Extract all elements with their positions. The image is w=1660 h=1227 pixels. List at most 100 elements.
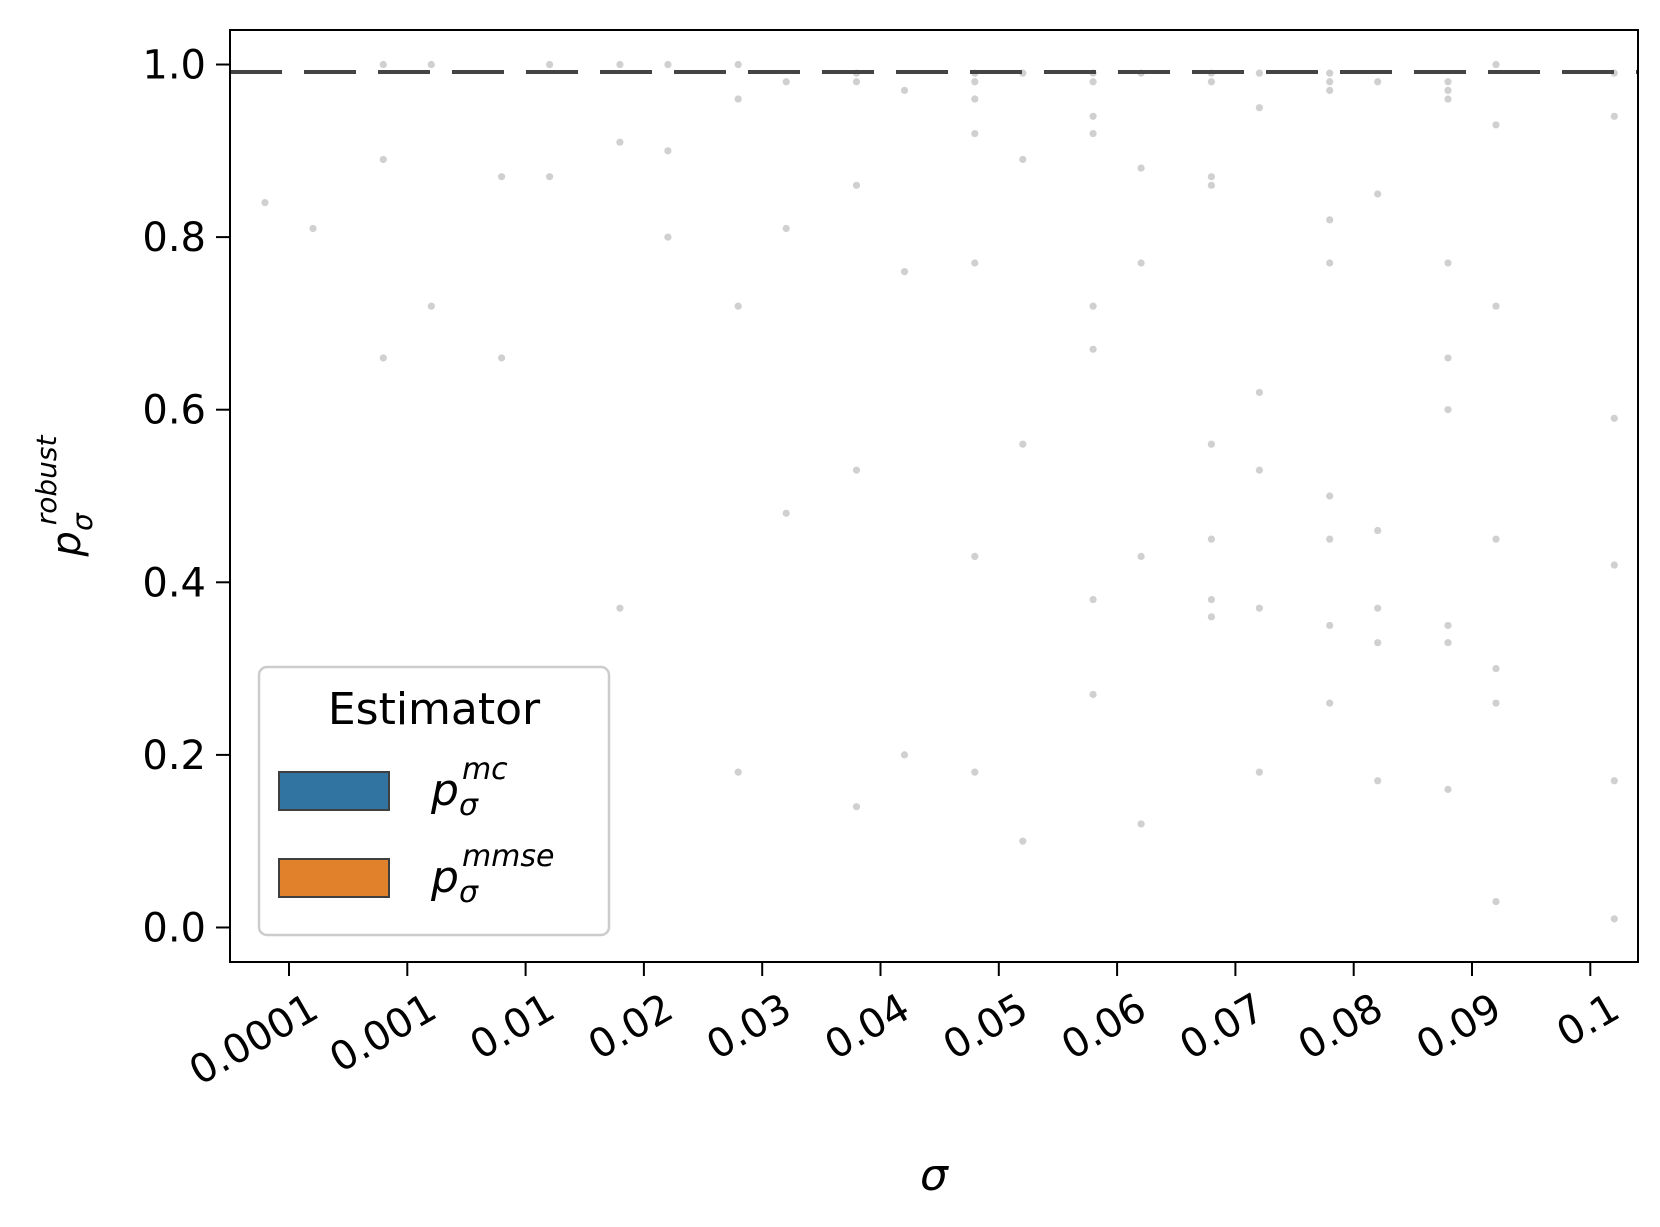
point-mmse-6 [664, 147, 672, 155]
point-mc-46 [1326, 216, 1334, 224]
point-mc-30 [1089, 112, 1097, 120]
point-mc-36 [1207, 440, 1215, 448]
point-mc-13 [852, 803, 861, 811]
x-tick-label-0: 0.0001 [182, 985, 326, 1095]
point-mc-16 [852, 78, 861, 86]
point-mmse-4 [546, 60, 554, 69]
x-axis-label: σ [920, 1150, 949, 1201]
point-mc-39 [1207, 78, 1215, 86]
point-mc-7 [616, 138, 624, 146]
y-tick-label-2: 0.4 [142, 560, 206, 606]
point-mc-27 [1089, 345, 1097, 353]
x-tick-label-10: 0.09 [1409, 985, 1509, 1069]
point-mmse-32 [1374, 526, 1382, 535]
point-mc-20 [971, 259, 979, 267]
point-mc-49 [1326, 69, 1334, 77]
point-mmse-7 [664, 60, 672, 69]
point-mc-12 [734, 60, 742, 69]
point-mmse-41 [1492, 60, 1500, 69]
point-mmse-40 [1492, 121, 1500, 129]
point-mmse-10 [782, 78, 790, 86]
point-mc-9 [734, 768, 742, 776]
point-mmse-8 [782, 509, 790, 517]
point-mmse-33 [1374, 190, 1382, 198]
point-mmse-12 [900, 268, 909, 276]
point-mmse-46 [1610, 112, 1618, 120]
point-mc-6 [616, 604, 624, 612]
point-mc-45 [1326, 259, 1334, 267]
x-tick-label-3: 0.02 [581, 985, 681, 1069]
point-mmse-42 [1610, 915, 1618, 923]
point-mmse-16 [1019, 155, 1027, 164]
point-mc-28 [1089, 302, 1097, 310]
y-tick-label-1: 0.2 [142, 733, 206, 779]
x-tick-label-4: 0.03 [699, 985, 799, 1069]
point-mmse-1 [427, 302, 435, 310]
point-mmse-28 [1255, 69, 1263, 77]
point-mc-56 [1444, 95, 1452, 103]
point-mmse-43 [1610, 777, 1618, 785]
point-mmse-35 [1492, 897, 1500, 906]
point-mmse-21 [1137, 164, 1145, 172]
point-mmse-20 [1137, 259, 1145, 267]
point-mmse-11 [900, 751, 909, 759]
point-mmse-27 [1255, 104, 1263, 112]
point-mmse-39 [1492, 302, 1500, 310]
legend-entry-mmse: pσmmse [430, 839, 555, 910]
x-tick-label-7: 0.06 [1054, 985, 1154, 1069]
point-mmse-31 [1374, 604, 1382, 612]
point-mc-3 [379, 60, 387, 69]
point-mmse-9 [782, 224, 790, 233]
point-mc-54 [1444, 354, 1452, 362]
point-mmse-13 [900, 86, 909, 95]
point-mc-33 [1207, 613, 1215, 621]
legend: Estimator pσmc pσmmse [257, 665, 611, 937]
point-mmse-37 [1492, 664, 1500, 673]
legend-entry-mc: pσmc [430, 752, 508, 823]
point-mc-5 [498, 173, 506, 181]
point-mc-38 [1207, 173, 1215, 181]
point-mc-51 [1444, 639, 1452, 647]
y-axis-label: pσrobust [30, 435, 99, 558]
x-tick-label-6: 0.05 [936, 985, 1036, 1069]
point-mmse-3 [546, 173, 554, 181]
point-mmse-26 [1255, 388, 1263, 397]
point-mc-42 [1326, 621, 1334, 630]
point-mc-53 [1444, 406, 1452, 414]
point-mmse-23 [1255, 768, 1263, 776]
point-mc-31 [1089, 78, 1097, 86]
point-mc-35 [1207, 535, 1215, 543]
point-mc-4 [498, 354, 506, 362]
point-mc-41 [1326, 699, 1334, 707]
x-tick-label-11: 0.1 [1549, 985, 1627, 1057]
point-mc-52 [1444, 621, 1452, 630]
point-mmse-19 [1137, 552, 1145, 561]
point-mmse-45 [1610, 414, 1618, 422]
point-mc-23 [971, 78, 979, 86]
point-mc-10 [734, 302, 742, 310]
point-mmse-30 [1374, 639, 1382, 647]
point-mmse-44 [1610, 561, 1618, 569]
y-axis: 0.0 0.2 0.4 0.6 0.8 1.0 [142, 43, 230, 951]
point-mc-55 [1444, 259, 1452, 267]
point-mmse-25 [1255, 466, 1263, 474]
x-tick-label-5: 0.04 [817, 985, 917, 1069]
point-mmse-24 [1255, 604, 1263, 612]
point-mc-44 [1326, 492, 1334, 500]
point-mmse-2 [427, 60, 435, 69]
axes-frame [229, 29, 1639, 963]
point-mmse-29 [1374, 777, 1382, 785]
point-mc-29 [1089, 129, 1097, 138]
x-tick-label-1: 0.001 [322, 985, 444, 1082]
point-mc-18 [971, 768, 979, 776]
point-mc-34 [1207, 595, 1215, 604]
x-tick-label-8: 0.07 [1172, 985, 1272, 1069]
point-mc-19 [971, 552, 979, 561]
y-tick-label-0: 0.0 [142, 905, 206, 951]
point-mmse-34 [1374, 78, 1382, 86]
point-mmse-38 [1492, 535, 1500, 543]
point-mmse-0 [309, 224, 317, 233]
legend-title: Estimator [328, 684, 541, 735]
